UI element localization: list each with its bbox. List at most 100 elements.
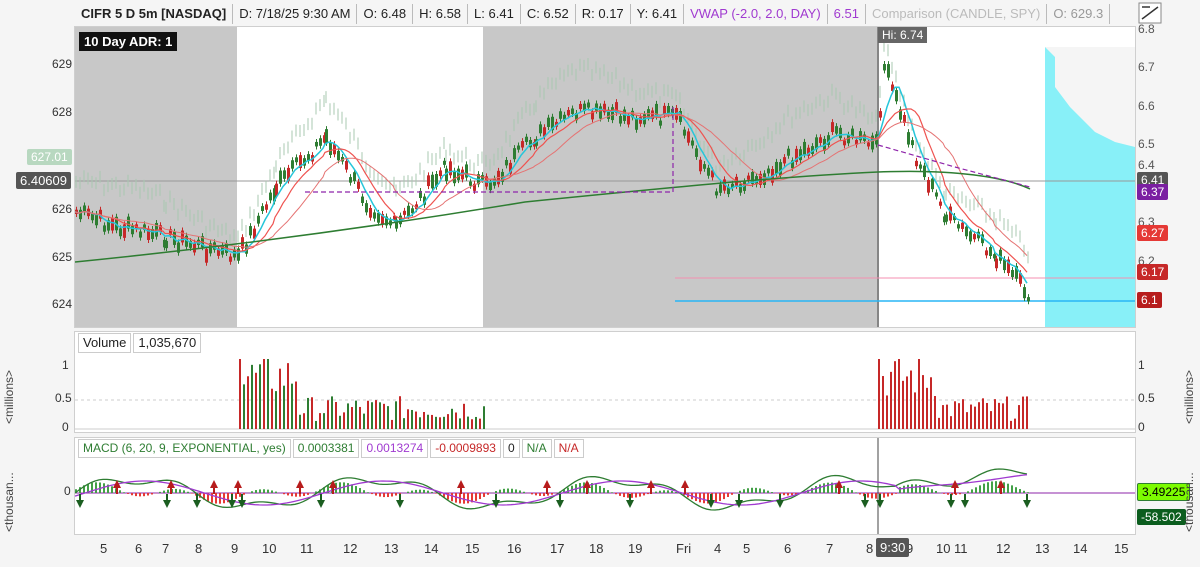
candle-body: [775, 161, 778, 174]
volume-bar: [439, 417, 441, 429]
buy-arrow: [238, 494, 246, 508]
volume-bar: [403, 418, 405, 429]
vol-axis-right-0: 0: [1138, 420, 1145, 434]
time-axis-tick: 14: [424, 541, 439, 556]
volume-bar: [319, 413, 321, 429]
macd-histogram-bar: [127, 493, 129, 494]
volume-bar: [998, 402, 1000, 429]
candle-body: [995, 258, 998, 269]
range-value: R: 0.17: [576, 4, 631, 24]
candle-body: [945, 214, 948, 222]
candle-body: [969, 231, 972, 242]
volume-bar: [930, 377, 932, 429]
right-axis-tick: 6.8: [1138, 22, 1155, 36]
time-axis-tick: 14: [1073, 541, 1088, 556]
volume-bar: [415, 411, 417, 429]
volume-panel[interactable]: [74, 331, 1136, 433]
drawing-tools-icon[interactable]: [1138, 2, 1162, 24]
candle-body: [891, 84, 894, 91]
macd-histogram-bar: [727, 493, 729, 497]
volume-bar: [431, 414, 433, 429]
candle-body: [551, 116, 554, 131]
vol-axis-0: 0: [62, 420, 69, 434]
macd-histogram-bar: [87, 483, 89, 493]
volume-label[interactable]: Volume: [78, 333, 132, 353]
buy-arrow: [776, 494, 784, 508]
current-price-tag: 6.40609: [16, 172, 71, 189]
volume-bar: [287, 363, 289, 429]
macd-histogram-bar: [151, 493, 153, 495]
volume-unit-label-right: <millions>: [1182, 369, 1196, 424]
macd-histogram-bar: [415, 489, 417, 493]
candle-body: [883, 64, 886, 71]
candle-body: [427, 175, 430, 187]
macd-histogram-bar: [447, 493, 449, 500]
candle-body: [977, 231, 980, 239]
volume-bar: [327, 400, 329, 429]
macd-histogram-bar: [531, 493, 533, 495]
macd-histogram-bar: [859, 493, 861, 495]
volume-chart[interactable]: [75, 332, 1135, 432]
macd-histogram-bar: [671, 490, 673, 493]
candle-body: [575, 113, 578, 121]
macd-histogram-bar: [515, 489, 517, 493]
candle-body: [903, 114, 906, 123]
time-axis-tick: 7: [826, 541, 834, 556]
buy-arrow: [861, 494, 869, 508]
candle-body: [143, 224, 146, 230]
macd-histogram-bar: [783, 493, 785, 496]
r2-price-tag: 6.1: [1137, 292, 1162, 308]
volume-bar: [934, 396, 936, 429]
candle-body: [611, 107, 614, 121]
macd-histogram-bar: [731, 493, 733, 495]
macd-histogram-bar: [563, 489, 565, 493]
candle-body: [599, 106, 602, 119]
volume-bar: [447, 414, 449, 429]
volume-bar: [355, 400, 357, 429]
candle-body: [265, 204, 268, 210]
candle-body: [521, 141, 524, 148]
vwap-label[interactable]: VWAP (-2.0, 2.0, DAY): [684, 4, 828, 24]
macd-histogram-bar: [519, 490, 521, 493]
candle-body: [811, 146, 814, 154]
macd-histogram-bar: [423, 489, 425, 493]
macd-histogram-bar: [627, 493, 629, 498]
time-axis[interactable]: 5 6 7 8 9 10 11 12 13 14 15 16 17 18 19 Fri 4 5 6 7 8 9 10 11 12…: [74, 536, 1134, 564]
macd-histogram-bar: [771, 492, 773, 493]
candle-body: [871, 135, 874, 150]
candle-body: [783, 157, 786, 164]
volume-bar: [383, 403, 385, 429]
price-panel[interactable]: 10 Day ADR: 1 Hi: 6.74: [74, 26, 1136, 328]
volume-bar: [455, 412, 457, 429]
macd-histogram-bar: [943, 493, 945, 494]
macd-histogram-bar: [903, 485, 905, 493]
macd-header: MACD (6, 20, 9, EXPONENTIAL, yes) 0.0003…: [78, 439, 586, 458]
macd-histogram-bar: [875, 493, 877, 499]
volume-bar: [427, 414, 429, 429]
macd-histogram-bar: [719, 493, 721, 501]
candle-body: [489, 182, 492, 191]
r1-price-tag: 6.17: [1137, 264, 1169, 280]
candle-body: [365, 203, 368, 213]
sell-arrow: [167, 480, 175, 494]
volume-bar: [918, 359, 920, 429]
macd-histogram-bar: [411, 490, 413, 493]
macd-histogram-bar: [91, 482, 93, 493]
comparison-label[interactable]: Comparison (CANDLE, SPY): [866, 4, 1048, 24]
volume-bar: [255, 372, 257, 429]
macd-chart[interactable]: [75, 438, 1135, 534]
symbol-label[interactable]: CIFR 5 D 5m [NASDAQ]: [75, 4, 234, 24]
macd-title[interactable]: MACD (6, 20, 9, EXPONENTIAL, yes): [78, 439, 291, 458]
candle-body: [159, 225, 162, 232]
open-value: O: 6.48: [357, 4, 414, 24]
candle-body: [119, 228, 122, 237]
price-chart[interactable]: [75, 27, 1135, 327]
candle-body: [439, 170, 442, 177]
macd-signal-line: [75, 474, 1028, 506]
candle-body: [711, 170, 714, 178]
candle-body: [107, 220, 110, 231]
candle-body: [127, 216, 130, 229]
candle-body: [603, 103, 606, 113]
macd-histogram-bar: [187, 491, 189, 493]
candle-body: [103, 225, 106, 232]
